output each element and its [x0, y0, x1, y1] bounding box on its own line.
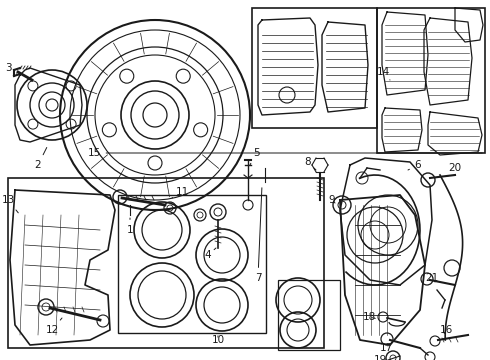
Text: 2: 2: [35, 148, 47, 170]
Text: 10: 10: [212, 335, 224, 345]
Text: 15: 15: [87, 148, 482, 158]
Text: 6: 6: [408, 160, 421, 170]
Text: 3: 3: [5, 63, 18, 75]
Text: 17: 17: [379, 343, 392, 353]
Bar: [377, 8, 485, 153]
Text: 11: 11: [172, 187, 189, 198]
Text: 18: 18: [363, 312, 376, 322]
Text: 4: 4: [205, 248, 216, 260]
Text: 19: 19: [373, 355, 387, 360]
Text: 14: 14: [376, 67, 390, 80]
Bar: [118, 195, 266, 333]
Text: 20: 20: [448, 163, 462, 176]
Text: 13: 13: [1, 195, 18, 213]
Text: 8: 8: [305, 157, 316, 170]
Bar: [252, 8, 377, 128]
Text: 9: 9: [329, 195, 335, 205]
Text: 7: 7: [255, 188, 262, 283]
Text: 12: 12: [46, 318, 62, 335]
Text: 5: 5: [250, 148, 259, 165]
Text: 16: 16: [440, 325, 453, 335]
Text: 1: 1: [127, 218, 133, 235]
Text: 21: 21: [425, 273, 439, 283]
Bar: [8, 178, 324, 348]
Bar: [278, 280, 340, 350]
